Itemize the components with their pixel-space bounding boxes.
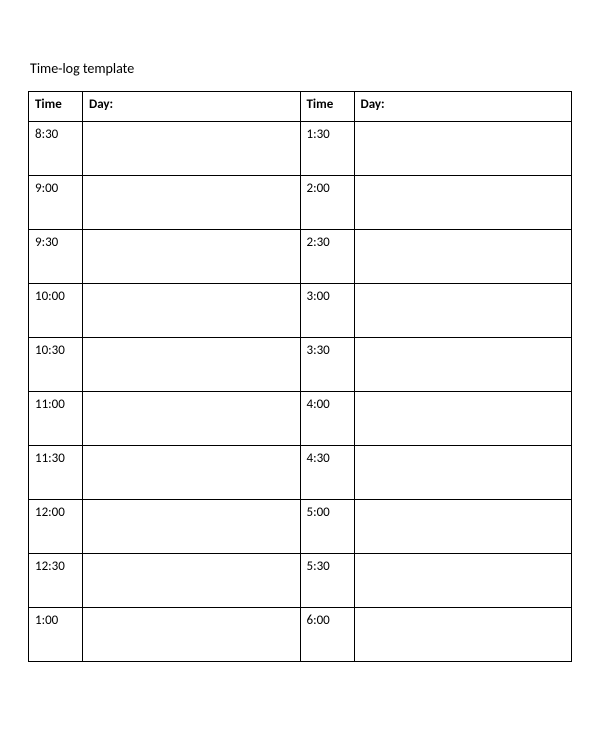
day-cell-left bbox=[83, 122, 301, 176]
time-cell-left: 10:30 bbox=[29, 338, 83, 392]
table-row: 9:30 2:30 bbox=[29, 230, 572, 284]
table-row: 11:00 4:00 bbox=[29, 392, 572, 446]
day-cell-right bbox=[354, 338, 572, 392]
time-cell-right: 1:30 bbox=[300, 122, 354, 176]
time-cell-left: 11:00 bbox=[29, 392, 83, 446]
table-row: 11:30 4:30 bbox=[29, 446, 572, 500]
page-title: Time-log template bbox=[30, 60, 572, 77]
time-cell-right: 4:30 bbox=[300, 446, 354, 500]
day-cell-left bbox=[83, 446, 301, 500]
day-cell-left bbox=[83, 554, 301, 608]
day-cell-left bbox=[83, 284, 301, 338]
header-day-1: Day: bbox=[83, 92, 301, 122]
time-cell-right: 5:00 bbox=[300, 500, 354, 554]
header-time-1: Time bbox=[29, 92, 83, 122]
day-cell-right bbox=[354, 554, 572, 608]
time-cell-left: 12:00 bbox=[29, 500, 83, 554]
time-cell-left: 10:00 bbox=[29, 284, 83, 338]
table-row: 12:00 5:00 bbox=[29, 500, 572, 554]
time-cell-left: 11:30 bbox=[29, 446, 83, 500]
day-cell-right bbox=[354, 176, 572, 230]
timelog-table: Time Day: Time Day: 8:301:309:002:009:30… bbox=[28, 91, 572, 662]
table-body: 8:30 1:30 9:00 2:00 9:30 2:30 10:00 3:00 10:30 3:… bbox=[29, 122, 572, 662]
header-time-2: Time bbox=[300, 92, 354, 122]
day-cell-right bbox=[354, 392, 572, 446]
time-cell-right: 2:00 bbox=[300, 176, 354, 230]
day-cell-left bbox=[83, 176, 301, 230]
table-header-row: Time Day: Time Day: bbox=[29, 92, 572, 122]
time-cell-right: 3:00 bbox=[300, 284, 354, 338]
table-row: 10:00 3:00 bbox=[29, 284, 572, 338]
time-cell-right: 5:30 bbox=[300, 554, 354, 608]
day-cell-right bbox=[354, 122, 572, 176]
time-cell-right: 4:00 bbox=[300, 392, 354, 446]
day-cell-left bbox=[83, 500, 301, 554]
day-cell-left bbox=[83, 608, 301, 662]
time-cell-left: 9:30 bbox=[29, 230, 83, 284]
day-cell-left bbox=[83, 338, 301, 392]
header-day-2: Day: bbox=[354, 92, 572, 122]
day-cell-right bbox=[354, 230, 572, 284]
table-row: 1:00 6:00 bbox=[29, 608, 572, 662]
day-cell-left bbox=[83, 392, 301, 446]
table-row: 9:00 2:00 bbox=[29, 176, 572, 230]
day-cell-right bbox=[354, 608, 572, 662]
time-cell-left: 8:30 bbox=[29, 122, 83, 176]
day-cell-right bbox=[354, 500, 572, 554]
day-cell-right bbox=[354, 284, 572, 338]
time-cell-left: 12:30 bbox=[29, 554, 83, 608]
time-cell-right: 6:00 bbox=[300, 608, 354, 662]
table-row: 8:30 1:30 bbox=[29, 122, 572, 176]
day-cell-left bbox=[83, 230, 301, 284]
time-cell-left: 1:00 bbox=[29, 608, 83, 662]
day-cell-right bbox=[354, 446, 572, 500]
time-cell-left: 9:00 bbox=[29, 176, 83, 230]
time-cell-right: 2:30 bbox=[300, 230, 354, 284]
table-row: 12:30 5:30 bbox=[29, 554, 572, 608]
table-row: 10:30 3:30 bbox=[29, 338, 572, 392]
time-cell-right: 3:30 bbox=[300, 338, 354, 392]
